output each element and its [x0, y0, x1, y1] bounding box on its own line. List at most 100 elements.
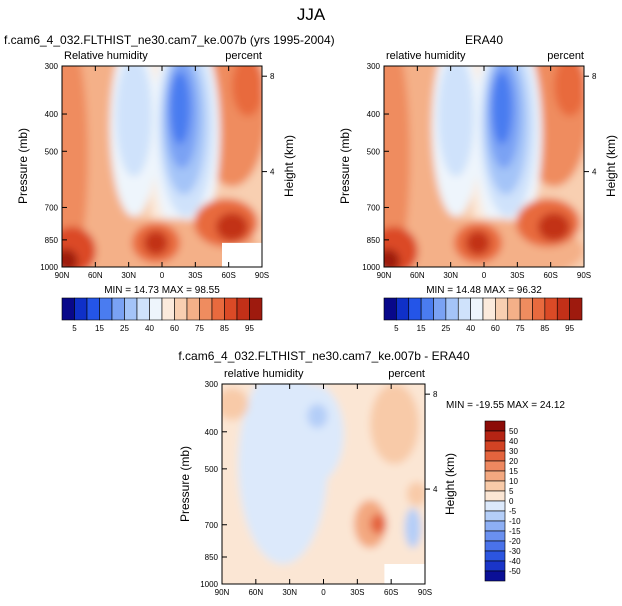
colorbar-box: [396, 297, 410, 321]
colorbar-label: 95: [565, 324, 574, 333]
y2-tick-label: 8: [433, 390, 438, 399]
colorbar-label: 85: [540, 324, 549, 333]
y2-axis-label: Height (km): [604, 135, 618, 197]
figure-title: JJA: [297, 5, 326, 24]
colorbar-box: [224, 297, 238, 321]
x-tick-label: 60S: [384, 588, 398, 597]
field-region: [144, 230, 168, 255]
y2-axis-label: Height (km): [443, 453, 457, 515]
colorbar-box: [484, 550, 506, 562]
y-tick-label: 850: [205, 553, 219, 562]
field-shading: [384, 66, 584, 267]
colorbar-label: -20: [509, 537, 521, 546]
field-region: [307, 404, 328, 428]
diff-field: [222, 384, 425, 584]
colorbar-box: [484, 520, 506, 532]
right-label: percent: [388, 368, 425, 380]
colorbar-label: 50: [509, 427, 518, 436]
min-max-stats: MIN = 14.48 MAX = 96.32: [426, 285, 542, 296]
colorbar: 5 15 25 40 60 75 85 95: [61, 297, 263, 333]
field-region: [216, 212, 248, 241]
x-tick-label: 30N: [282, 588, 297, 597]
colorbar-box: [507, 297, 521, 321]
colorbar-label: 5: [72, 324, 77, 333]
missing-data-mask: [222, 242, 262, 267]
colorbar-box: [484, 530, 506, 542]
field-region: [282, 384, 344, 484]
field-region: [116, 66, 152, 177]
colorbar-box: [484, 430, 506, 442]
y-tick-label: 700: [45, 203, 59, 212]
field-region: [404, 508, 421, 548]
axes: 90N 60N 30N 0 30S 60S 90S 300 400 500 700 850 1000 8 4: [362, 62, 597, 280]
field-region: [538, 212, 570, 241]
left-label: relative humidity: [224, 368, 304, 380]
y-tick-label: 1000: [200, 580, 218, 589]
colorbar-box: [445, 297, 459, 321]
colorbar-box: [482, 297, 496, 321]
panel-title: f.cam6_4_032.FLTHIST_ne30.cam7_ke.007b (…: [4, 33, 335, 47]
y2-tick-label: 8: [592, 72, 597, 81]
colorbar-box: [457, 297, 471, 321]
colorbar-box: [569, 297, 583, 321]
colorbar-label: -50: [509, 567, 521, 576]
x-tick-label: 30N: [443, 271, 458, 280]
rh-field: [62, 66, 262, 267]
colorbar-label: 60: [491, 324, 500, 333]
axes: 90N 60N 30N 0 30S 60S 90S 300 400 500 700 850 1000 8 4: [40, 62, 275, 280]
y-tick-label: 400: [45, 110, 59, 119]
colorbar-box: [420, 297, 434, 321]
colorbar-label: 10: [509, 477, 518, 486]
y-tick-label: 850: [45, 236, 59, 245]
colorbar-box: [484, 450, 506, 462]
colorbar-label: 75: [516, 324, 525, 333]
x-tick-label: 90N: [55, 271, 70, 280]
colorbar-box: [74, 297, 88, 321]
y-tick-label: 300: [45, 62, 59, 71]
colorbar-box: [408, 297, 422, 321]
panel-era40: ERA40 relative humidity percent Pressure…: [338, 33, 618, 333]
y-tick-label: 700: [367, 203, 381, 212]
colorbar-label: 85: [220, 324, 229, 333]
colorbar-label: 25: [441, 324, 450, 333]
colorbar-box: [532, 297, 546, 321]
field-region: [170, 72, 190, 145]
y-tick-label: 1000: [362, 263, 380, 272]
colorbar-label: 60: [170, 324, 179, 333]
colorbar-label: 40: [509, 437, 518, 446]
y2-axis-label: Height (km): [282, 135, 296, 197]
x-tick-label: 60N: [248, 588, 263, 597]
colorbar-box: [484, 570, 506, 582]
field-region: [384, 248, 400, 267]
colorbar-label: 15: [509, 467, 518, 476]
colorbar-box: [236, 297, 250, 321]
min-max-stats: MIN = -19.55 MAX = 24.12: [446, 400, 565, 411]
x-tick-label: 60N: [410, 271, 425, 280]
field-region: [406, 482, 425, 506]
panel-model: f.cam6_4_032.FLTHIST_ne30.cam7_ke.007b (…: [4, 33, 335, 333]
field-region: [370, 384, 419, 464]
x-tick-label: 60S: [222, 271, 236, 280]
x-tick-label: 30N: [121, 271, 136, 280]
colorbar-box: [199, 297, 213, 321]
colorbar-label: -30: [509, 547, 521, 556]
colorbar-box: [484, 480, 506, 492]
field-region: [222, 388, 249, 420]
colorbar-box: [99, 297, 113, 321]
field-region: [438, 66, 474, 177]
y-tick-label: 1000: [40, 263, 58, 272]
colorbar-label: 30: [509, 447, 518, 456]
colorbar-box: [249, 297, 263, 321]
x-tick-label: 30S: [188, 271, 202, 280]
field-region: [384, 66, 410, 267]
colorbar-box: [484, 490, 506, 502]
panel-difference: f.cam6_4_032.FLTHIST_ne30.cam7_ke.007b -…: [178, 349, 565, 597]
colorbar-label: 40: [466, 324, 475, 333]
y-tick-label: 300: [367, 62, 381, 71]
x-tick-label: 90N: [377, 271, 392, 280]
colorbar-label: 15: [417, 324, 426, 333]
colorbar-box: [111, 297, 125, 321]
missing-data-mask: [384, 564, 425, 584]
x-tick-label: 90S: [577, 271, 591, 280]
